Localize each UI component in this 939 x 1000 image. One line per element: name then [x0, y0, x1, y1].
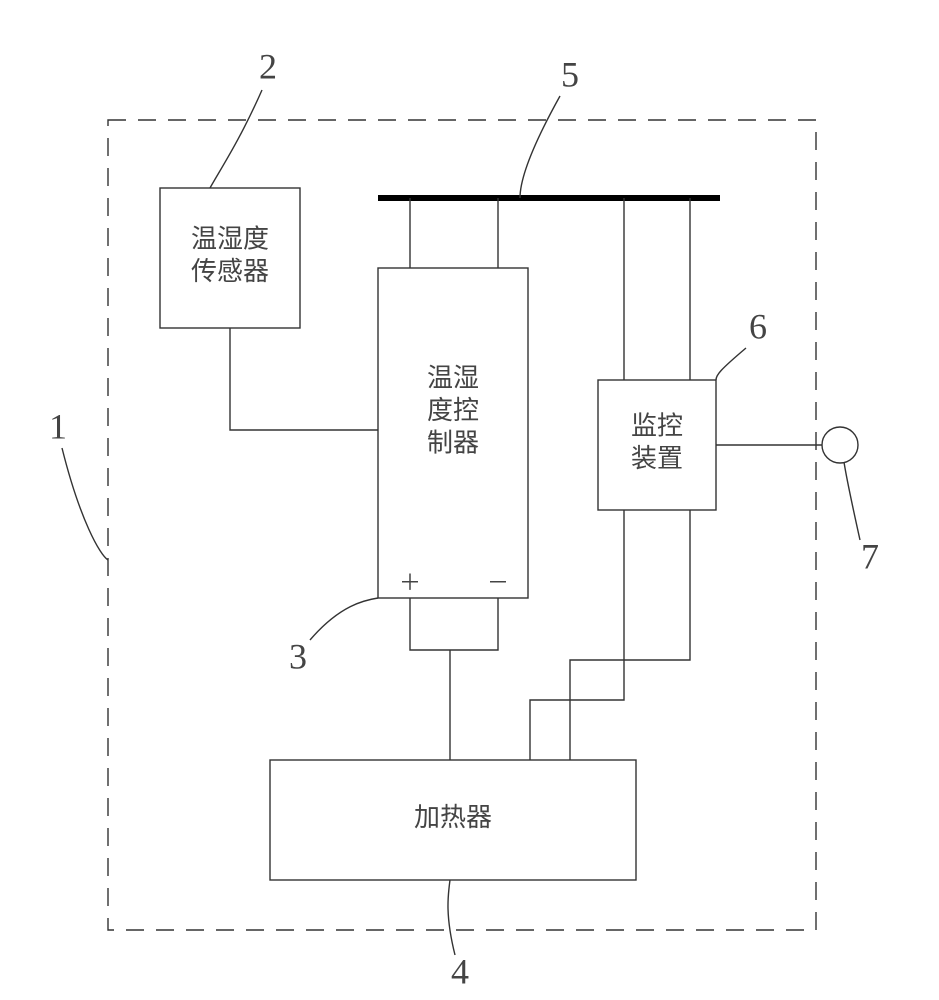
- svg-text:5: 5: [561, 54, 579, 94]
- external-node: [822, 427, 858, 463]
- svg-text:2: 2: [259, 46, 277, 86]
- system-diagram: 温湿度传感器温湿度控制器 ＋ － 监控装置加热器 1 2 3 4 5 6 7: [0, 0, 939, 1000]
- svg-text:－: －: [487, 570, 509, 595]
- svg-text:3: 3: [289, 636, 307, 676]
- svg-text:6: 6: [749, 306, 767, 346]
- svg-text:传感器: 传感器: [191, 257, 269, 286]
- svg-text:1: 1: [49, 406, 67, 446]
- svg-text:4: 4: [451, 951, 469, 991]
- svg-text:7: 7: [861, 536, 879, 576]
- svg-text:度控: 度控: [427, 396, 479, 425]
- svg-text:温湿度: 温湿度: [191, 225, 269, 254]
- svg-text:温湿: 温湿: [427, 363, 479, 392]
- svg-text:监控: 监控: [631, 412, 683, 441]
- svg-text:＋: ＋: [399, 570, 421, 595]
- svg-text:制器: 制器: [427, 428, 479, 457]
- svg-text:装置: 装置: [631, 444, 683, 473]
- svg-text:加热器: 加热器: [414, 803, 492, 832]
